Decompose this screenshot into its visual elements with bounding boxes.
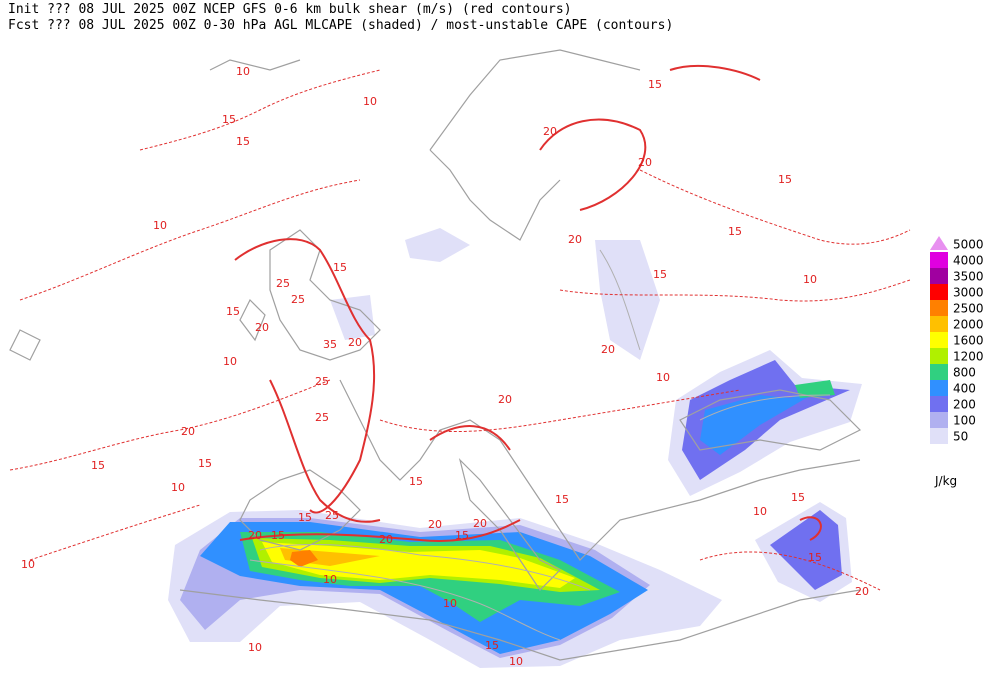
contour-label: 20 — [601, 343, 615, 356]
cape-shading — [168, 228, 862, 668]
contour-label: 10 — [323, 573, 337, 586]
contour-label: 20 — [855, 585, 869, 598]
contour-label: 20 — [248, 529, 262, 542]
contour-label: 15 — [226, 305, 240, 318]
contour-label: 20 — [568, 233, 582, 246]
legend-swatch — [930, 316, 948, 332]
coastlines — [9, 49, 862, 661]
contour-label: 20 — [255, 321, 269, 334]
contour-label: 15 — [222, 113, 236, 126]
contour-label: 15 — [455, 529, 469, 542]
contour-label: 15 — [808, 551, 822, 564]
contour-label: 15 — [778, 173, 792, 186]
contour-label: 10 — [509, 655, 523, 668]
legend-label: 2500 — [953, 302, 984, 316]
contour-label: 10 — [803, 273, 817, 286]
contour-label: 20 — [498, 393, 512, 406]
contour-label: 10 — [443, 597, 457, 610]
legend-label: 100 — [953, 414, 976, 428]
contour-label: 15 — [271, 529, 285, 542]
legend-label: 400 — [953, 382, 976, 396]
cape-contours — [249, 249, 831, 641]
contour-label: 15 — [728, 225, 742, 238]
contour-label: 20 — [473, 517, 487, 530]
legend-label: 800 — [953, 366, 976, 380]
contour-label: 20 — [428, 518, 442, 531]
legend-label: 50 — [953, 430, 968, 444]
contour-label: 10 — [753, 505, 767, 518]
legend-swatch — [930, 348, 948, 364]
contour-label: 20 — [348, 336, 362, 349]
header-line: Init ??? 08 JUL 2025 00Z NCEP GFS 0-6 km… — [8, 2, 572, 17]
legend-label: 4000 — [953, 254, 984, 268]
contour-label: 25 — [291, 293, 305, 306]
contour-label: 25 — [276, 277, 290, 290]
legend-label: 5000 — [953, 238, 984, 252]
contour-label: 15 — [298, 511, 312, 524]
shear-contours — [9, 64, 911, 591]
legend-swatch — [930, 364, 948, 380]
legend-swatch — [930, 252, 948, 268]
contour-label: 15 — [485, 639, 499, 652]
legend-label: 2000 — [953, 318, 984, 332]
legend-swatch — [930, 236, 948, 250]
contour-label: 10 — [236, 65, 250, 78]
legend-swatch — [930, 284, 948, 300]
contour-label: 25 — [315, 411, 329, 424]
contour-label: 10 — [153, 219, 167, 232]
header-line: Fcst ??? 08 JUL 2025 00Z 0-30 hPa AGL ML… — [8, 18, 673, 33]
contour-label: 25 — [325, 509, 339, 522]
contour-label: 15 — [555, 493, 569, 506]
contour-label: 10 — [363, 95, 377, 108]
legend-swatch — [930, 396, 948, 412]
legend-swatch — [930, 412, 948, 428]
legend-label: 200 — [953, 398, 976, 412]
contour-label: 15 — [236, 135, 250, 148]
contour-label: 35 — [323, 338, 337, 351]
legend-label: 3500 — [953, 270, 984, 284]
contour-label: 10 — [656, 371, 670, 384]
contour-label: 20 — [181, 425, 195, 438]
contour-label: 15 — [791, 491, 805, 504]
legend-label: 3000 — [953, 286, 984, 300]
contour-label: 10 — [248, 641, 262, 654]
contour-label: 15 — [91, 459, 105, 472]
contour-label: 10 — [171, 481, 185, 494]
contour-label: 10 — [21, 558, 35, 571]
contour-label: 25 — [315, 375, 329, 388]
contour-label: 15 — [648, 78, 662, 91]
legend-swatch — [930, 268, 948, 284]
contour-label: 20 — [379, 533, 393, 546]
contour-label: 15 — [333, 261, 347, 274]
contour-label: 10 — [223, 355, 237, 368]
legend-swatch — [930, 332, 948, 348]
contour-label: 20 — [543, 125, 557, 138]
contour-label: 15 — [653, 268, 667, 281]
legend-unit: J/kg — [934, 474, 957, 488]
legend-swatch — [930, 380, 948, 396]
contour-label: 20 — [638, 156, 652, 169]
contour-label: 15 — [198, 457, 212, 470]
contour-label: 15 — [409, 475, 423, 488]
legend-label: 1200 — [953, 350, 984, 364]
legend-label: 1600 — [953, 334, 984, 348]
legend-swatch — [930, 428, 948, 444]
legend-swatch — [930, 300, 948, 316]
